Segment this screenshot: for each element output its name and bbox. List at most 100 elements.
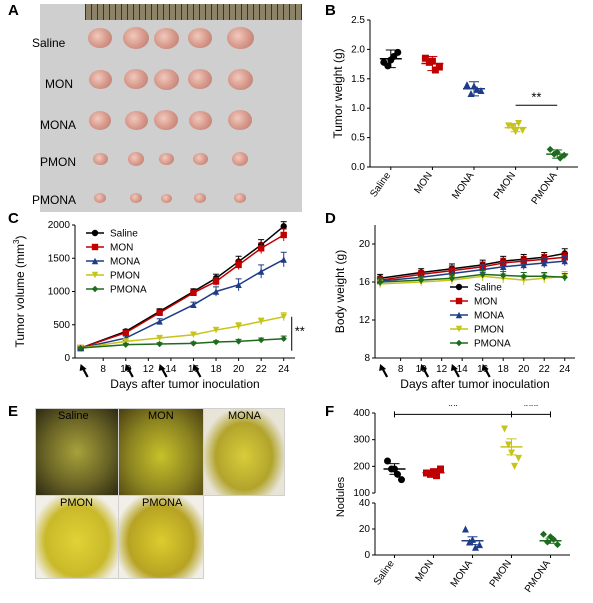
lung-label-pmon: PMON	[60, 497, 93, 509]
tumor-sample	[228, 110, 252, 131]
y-axis-label: Nodules	[335, 476, 347, 517]
tumor-sample	[88, 69, 112, 90]
x-tick-label: MONA	[450, 170, 476, 201]
x-tick-label: Saline	[368, 170, 393, 199]
data-point	[423, 469, 430, 477]
y-tick-label: 2.0	[351, 44, 365, 55]
tumor-sample	[153, 68, 179, 90]
legend-marker	[91, 257, 99, 265]
data-point	[500, 272, 507, 279]
y-axis-label: Body weight (g)	[333, 250, 347, 333]
data-point	[417, 276, 425, 284]
tumor-sample	[160, 193, 172, 203]
data-point	[190, 289, 197, 297]
tumor-sample	[158, 152, 174, 166]
y-tick-label: 16	[359, 277, 371, 288]
series-line	[380, 256, 565, 281]
panel-letter-b: B	[325, 2, 336, 19]
body-weight-chart: 812162081012141618202224Days after tumor…	[333, 225, 575, 391]
row-label-saline: Saline	[32, 36, 66, 50]
data-point	[448, 275, 456, 282]
data-point	[561, 274, 568, 281]
x-tick-label: 22	[256, 364, 268, 375]
series-line	[380, 273, 565, 283]
y-axis-label: Tumor volume (mm3)	[12, 235, 27, 347]
tumor-sample	[154, 110, 178, 131]
nodules-chart: 100 200 300 400 0 20 40 Nodules Saline MON MONA PMO…	[335, 405, 570, 595]
y-axis-label-end: )	[13, 235, 27, 239]
tumor-sample	[234, 193, 246, 204]
y-tick-label: 12	[359, 315, 371, 326]
data-point	[501, 425, 508, 433]
y-tick-label: 0.5	[351, 133, 365, 144]
y-tick-label: 20	[359, 239, 371, 250]
data-point	[556, 154, 564, 162]
legend-label: PMON	[474, 325, 504, 336]
data-point	[235, 281, 242, 289]
y-axis-label-main: Tumor volume (mm	[13, 244, 27, 348]
legend-label: Saline	[474, 283, 502, 294]
row-label-mon: MON	[45, 77, 73, 91]
tumor-sample	[130, 193, 142, 204]
row-label-pmon: PMON	[40, 155, 76, 169]
tumor-sample	[194, 193, 206, 204]
panel-letter-c: C	[8, 210, 19, 227]
tumor-sample	[88, 28, 112, 49]
series-line	[80, 316, 284, 349]
y-tick-label: 1000	[48, 287, 71, 298]
legend-label: PMON	[110, 271, 140, 282]
data-point	[512, 128, 520, 136]
legend-marker	[91, 285, 99, 293]
data-point	[561, 257, 568, 265]
x-tick-label: Saline	[372, 558, 397, 587]
data-point	[463, 81, 471, 89]
lung-photo-pmon	[35, 495, 119, 579]
data-point	[156, 309, 163, 316]
tumor-sample	[153, 27, 179, 49]
data-point	[190, 331, 197, 338]
data-point	[280, 256, 287, 263]
tumor-weight-chart: Saline MON MONA PMON PMONA 0.0 0.5 1.0 1.5 2.0 2.5…	[331, 15, 578, 207]
data-point	[547, 533, 554, 541]
series-line	[80, 225, 285, 349]
y-tick-label: 1.0	[351, 103, 365, 114]
y-tick-label: 400	[353, 408, 370, 419]
data-point	[257, 268, 265, 275]
lung-label-mon: MON	[148, 410, 174, 422]
data-point	[435, 63, 443, 71]
legend-marker	[455, 325, 463, 333]
data-point	[520, 261, 527, 269]
data-point	[156, 318, 163, 325]
series-line	[380, 275, 565, 285]
x-tick-label: 20	[518, 364, 530, 375]
y-axis-label-superscript: 3	[12, 239, 21, 244]
data-point	[212, 278, 220, 285]
legend-label: MONA	[474, 311, 504, 322]
series-line	[80, 234, 285, 349]
lung-photo-pmona	[118, 495, 204, 579]
data-point	[257, 318, 265, 325]
legend-marker	[91, 243, 99, 251]
data-point	[122, 329, 129, 336]
arrow-head	[379, 364, 387, 371]
data-point	[212, 326, 220, 334]
row-label-mona: MONA	[40, 118, 76, 132]
panel-letter-f: F	[325, 403, 335, 420]
tumor-sample	[192, 152, 208, 166]
arrow-head	[124, 364, 132, 371]
x-axis-label: Days after tumor inoculation	[110, 377, 259, 391]
y-tick-label: 0	[64, 353, 70, 364]
tumor-sample	[123, 27, 149, 50]
data-point	[156, 340, 163, 348]
legend-marker	[455, 297, 463, 305]
data-point	[387, 56, 395, 64]
data-point	[515, 454, 522, 462]
y-tick-label: 100	[353, 488, 370, 499]
data-point	[554, 541, 561, 549]
tumor-sample	[124, 69, 148, 90]
panel-letter-e: E	[8, 403, 19, 420]
data-point	[122, 338, 129, 345]
significance-label: **	[295, 324, 305, 339]
data-point	[398, 476, 405, 484]
lung-label-mona: MONA	[228, 410, 261, 422]
